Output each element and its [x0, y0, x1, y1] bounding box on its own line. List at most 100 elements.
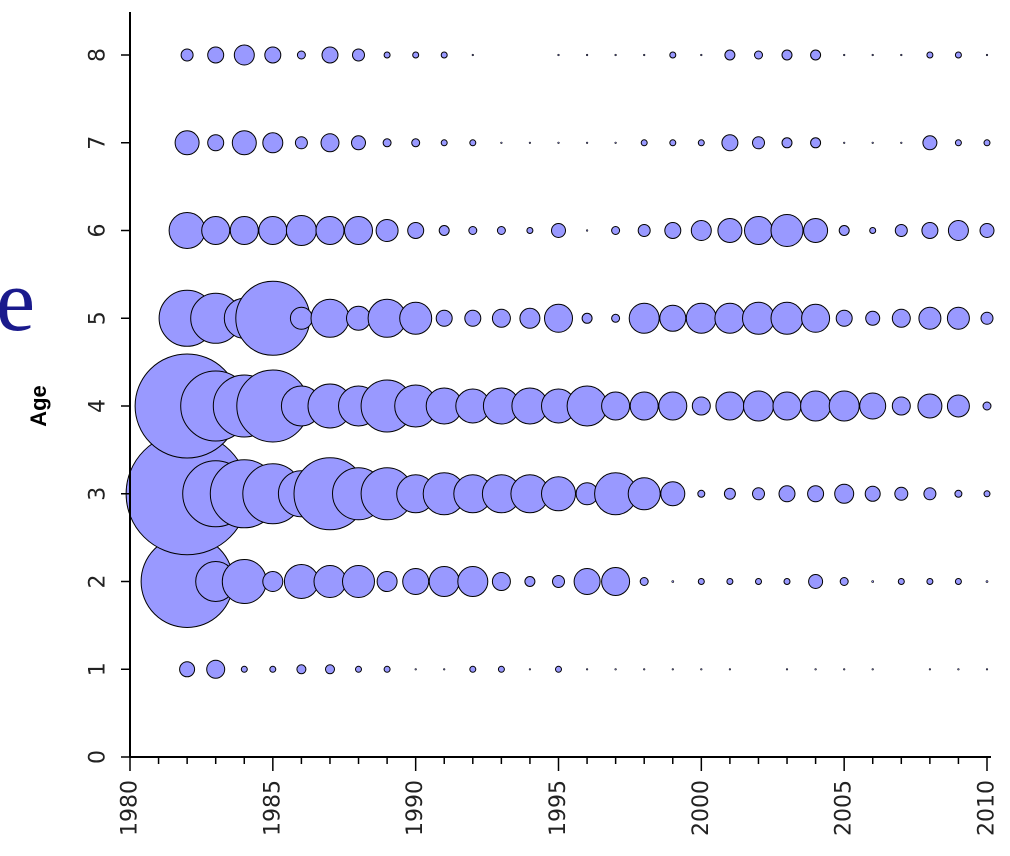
bubble-age-1-year-2010: [985, 668, 989, 671]
bubble-age-7-year-2000: [697, 139, 705, 147]
bubble-age-3-year-1995: [541, 476, 576, 512]
bubble-age-6-year-1986: [285, 215, 317, 246]
bubble-age-8-year-1987: [321, 46, 339, 64]
bubble-age-6-year-2001: [717, 218, 743, 243]
bubble-age-5-year-2000: [685, 302, 717, 334]
y-tick-label-6: 6: [86, 224, 111, 238]
bubble-age-6-year-1982: [168, 212, 206, 249]
bubble-age-5-year-1996: [581, 312, 593, 324]
bubble-age-7-year-2010: [983, 139, 991, 147]
bubble-age-7-year-1995: [557, 141, 560, 144]
bubble-age-3-year-1999: [660, 481, 686, 507]
bubble-age-1-year-1986: [296, 664, 307, 675]
axes-layer: 0 1 2 3 4 5 6 7 8 1980 1985 1990 1995 2000 2005 2010: [86, 12, 1000, 836]
bubble-age-6-year-1988: [344, 216, 373, 245]
bubble-age-1-year-1996: [585, 668, 589, 671]
bubble-age-8-year-2005: [843, 53, 846, 57]
bubble-age-7-year-1988: [351, 135, 366, 151]
bubble-age-8-year-1986: [296, 50, 306, 60]
bubble-age-1-year-1993: [497, 665, 505, 673]
bubble-age-6-year-2004: [803, 218, 829, 243]
x-tick-label-2010: 2010: [975, 780, 1000, 836]
bubble-age-6-year-1985: [258, 216, 288, 245]
bubble-age-3-year-2002: [752, 487, 765, 501]
bubble-age-2-year-1984: [221, 559, 267, 604]
bubble-age-8-year-2010: [985, 53, 989, 57]
bubble-age-7-year-1999: [669, 139, 677, 147]
bubble-age-6-year-1998: [637, 224, 651, 237]
bubble-age-6-year-1995: [551, 223, 566, 238]
bubble-age-1-year-1983: [206, 659, 226, 679]
bubble-age-2-year-1988: [342, 565, 375, 598]
bubble-age-8-year-2006: [871, 53, 874, 57]
bubble-age-7-year-1997: [614, 141, 617, 144]
bubble-age-7-year-1987: [320, 133, 340, 153]
bubble-age-2-year-1987: [313, 565, 347, 598]
bubble-age-2-year-2010: [985, 580, 989, 583]
bubble-age-7-year-2003: [781, 137, 793, 149]
bubble-age-5-year-2007: [891, 308, 911, 328]
bubble-age-1-year-1988: [355, 665, 362, 673]
x-tick-label-1980: 1980: [118, 780, 143, 836]
bubble-age-8-year-1996: [585, 53, 589, 57]
bubble-age-4-year-2006: [859, 392, 887, 420]
bubble-age-1-year-1998: [643, 668, 646, 671]
bubble-age-3-year-2006: [864, 485, 881, 502]
bubble-age-2-year-1986: [283, 564, 319, 599]
bubble-age-6-year-2000: [690, 220, 712, 241]
bubble-age-8-year-2009: [954, 51, 962, 59]
bubble-age-8-year-2003: [781, 49, 793, 61]
bubble-age-5-year-2010: [980, 311, 994, 325]
bubble-age-5-year-1987: [310, 298, 350, 338]
bubble-age-4-year-2007: [891, 396, 911, 416]
bubble-age-5-year-2003: [770, 301, 804, 335]
bubble-age-3-year-2000: [697, 489, 706, 498]
bubble-age-5-year-2001: [714, 302, 746, 334]
bubble-age-8-year-1989: [383, 51, 391, 59]
bubbles-layer: [125, 44, 995, 679]
bubble-age-6-year-1996: [585, 229, 589, 232]
bubble-age-8-year-2004: [810, 49, 822, 61]
bubble-age-8-year-2008: [926, 51, 934, 59]
bubble-age-7-year-1996: [585, 141, 589, 144]
bubble-age-1-year-1994: [528, 668, 532, 671]
bubble-age-2-year-2004: [808, 574, 824, 589]
bubble-age-2-year-2001: [726, 578, 734, 585]
bubble-age-6-year-1984: [229, 216, 259, 245]
bubble-age-4-year-1997: [601, 391, 631, 421]
bubble-age-5-year-2004: [801, 303, 831, 333]
bubble-age-1-year-1987: [325, 664, 335, 675]
bubble-age-7-year-1986: [294, 136, 308, 150]
bubble-age-7-year-2008: [922, 135, 938, 151]
bubble-age-8-year-2001: [724, 49, 736, 61]
bubble-age-2-year-2009: [954, 578, 962, 585]
bubble-age-6-year-1989: [375, 219, 399, 242]
bubble-age-7-year-2005: [843, 141, 846, 144]
y-axis-label: Age: [26, 385, 51, 427]
bubble-age-2-year-2003: [783, 578, 791, 585]
bubble-age-8-year-1992: [471, 53, 474, 57]
bubble-age-7-year-1994: [528, 141, 532, 144]
bubble-age-3-year-2009: [954, 489, 963, 498]
bubble-age-1-year-2005: [843, 668, 846, 671]
bubble-age-4-year-2008: [917, 393, 943, 419]
bubble-age-6-year-2007: [894, 224, 908, 237]
bubble-age-3-year-1998: [627, 477, 661, 511]
bubble-age-3-year-2005: [834, 483, 855, 504]
bubble-age-6-year-1987: [315, 216, 345, 245]
bubble-age-7-year-1993: [500, 141, 503, 144]
bubble-age-5-year-2005: [835, 309, 853, 327]
bubble-age-7-year-1989: [382, 138, 392, 148]
bubble-age-5-year-2009: [946, 306, 970, 330]
bubble-age-7-year-1992: [469, 139, 477, 147]
bubble-age-7-year-2007: [900, 141, 903, 144]
bubble-age-7-year-1985: [262, 132, 284, 154]
bubble-age-8-year-1988: [352, 48, 365, 62]
bubble-age-2-year-1993: [491, 572, 511, 591]
bubble-age-1-year-1997: [614, 668, 617, 671]
bubble-age-5-year-1990: [399, 301, 433, 335]
bubble-age-6-year-1997: [611, 226, 621, 235]
bubble-age-5-year-1992: [464, 309, 482, 327]
bubble-age-1-year-2008: [928, 668, 932, 671]
y-tick-label-5: 5: [86, 311, 111, 325]
